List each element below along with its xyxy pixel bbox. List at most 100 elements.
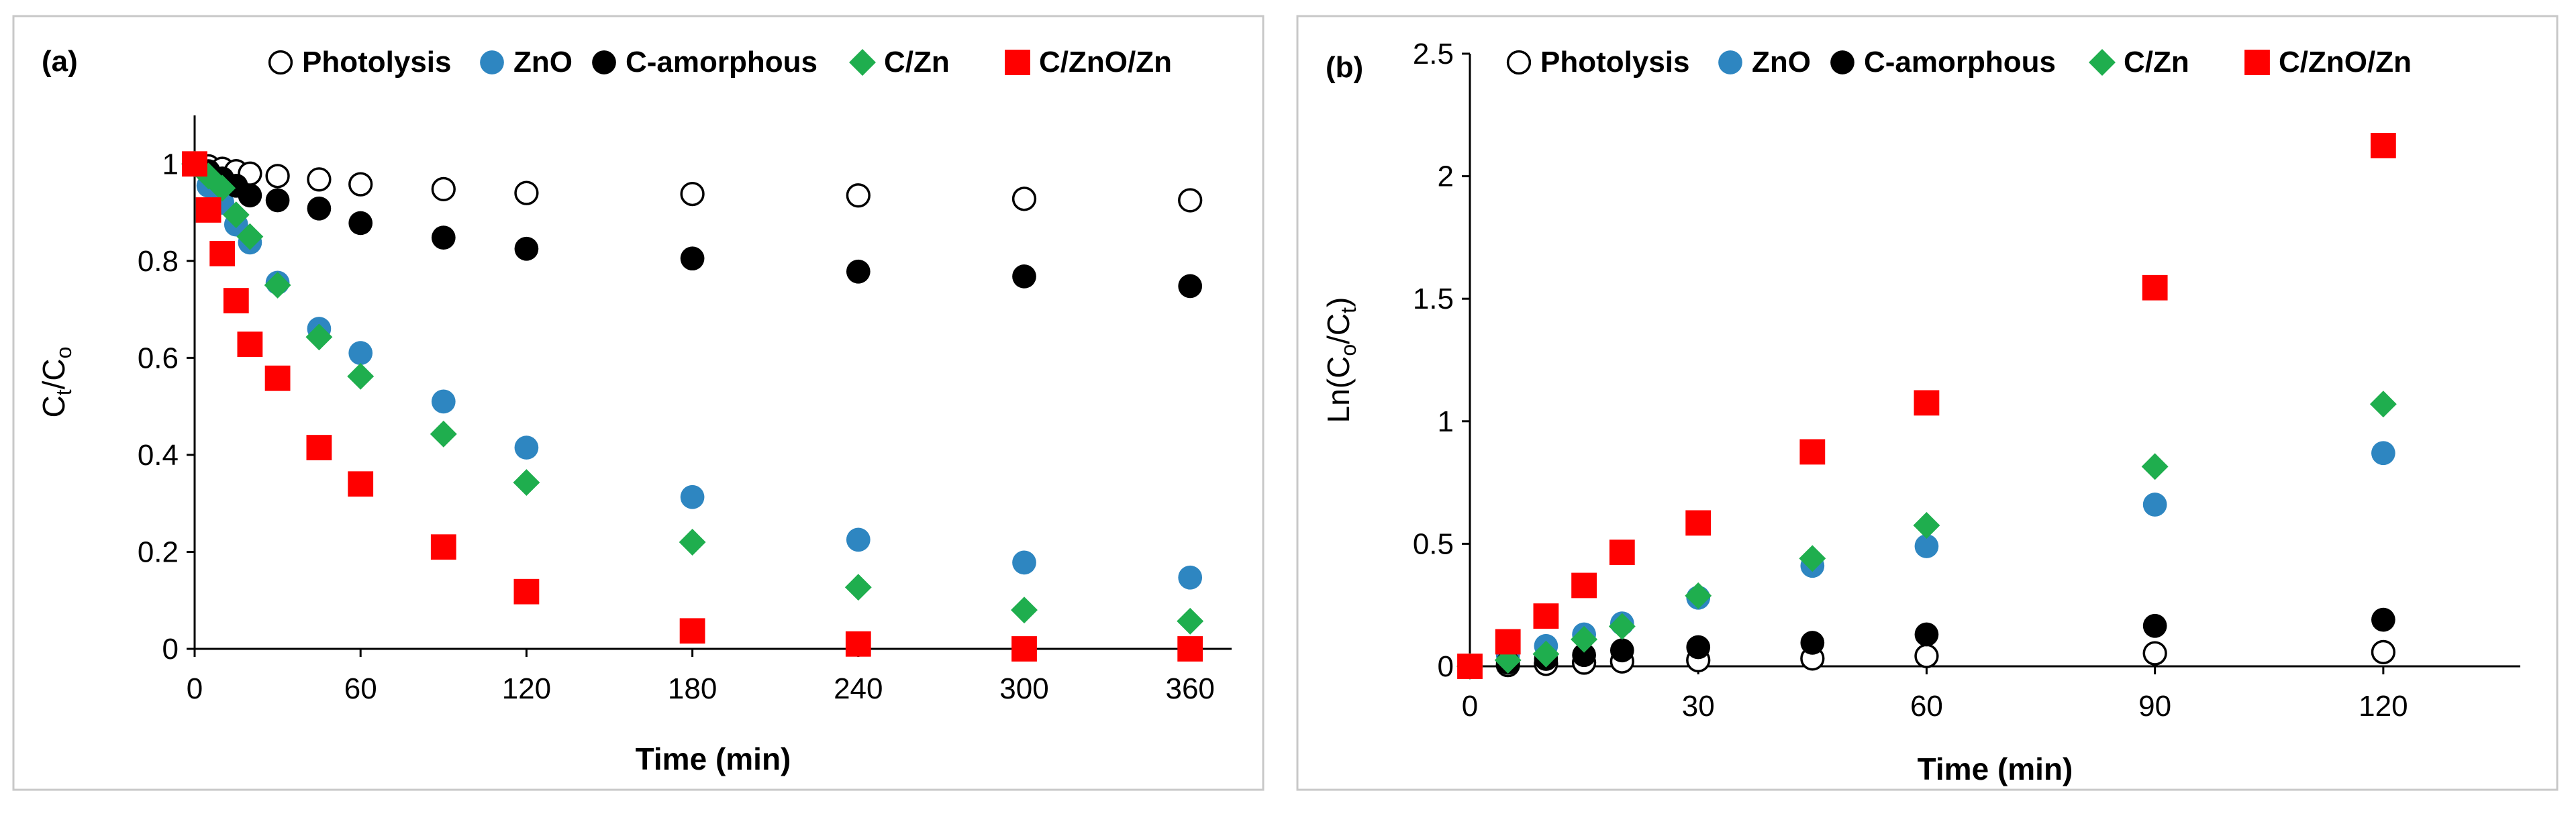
data-point	[264, 272, 291, 299]
data-point	[1011, 636, 1037, 662]
data-point	[431, 225, 456, 250]
y-axis-title-subscript: t	[52, 389, 76, 395]
data-point	[2142, 641, 2167, 666]
data-point	[348, 172, 373, 197]
data-point	[347, 362, 375, 390]
data-point	[1178, 565, 1203, 590]
y-axis-title-part: )	[1321, 297, 1356, 307]
legend-label: ZnO	[513, 46, 573, 79]
data-point	[845, 631, 871, 657]
data-point	[1011, 187, 1037, 211]
y-tick-label: 0.4	[138, 439, 179, 472]
data-point	[1532, 640, 1560, 668]
data-point	[195, 197, 221, 223]
data-point	[1177, 636, 1203, 662]
y-axis-title-part: /C	[1321, 313, 1356, 344]
y-axis-title-subscript: o	[1336, 344, 1360, 356]
data-point	[1799, 439, 1826, 465]
y-axis-title-subscript: t	[1336, 307, 1360, 313]
data-point	[514, 236, 539, 261]
x-tick-label: 240	[834, 672, 883, 705]
data-point	[306, 435, 332, 460]
data-point	[1457, 654, 1483, 679]
legend-marker	[1830, 50, 1854, 74]
chart-panel-a: (a) 0 0.2 0.4 0.6 0.8 1 0 60 120 180 240 300 360 Time …	[12, 15, 1265, 791]
y-tick-label: 0	[1438, 650, 1454, 683]
data-point	[514, 435, 539, 460]
data-point	[1685, 510, 1712, 536]
legend-marker	[480, 50, 504, 74]
data-point	[1178, 274, 1203, 299]
data-point	[236, 223, 264, 250]
data-point	[1609, 539, 1635, 566]
legend-label: C-amorphous	[626, 46, 818, 79]
legend-label: C-amorphous	[1864, 46, 2056, 79]
data-point	[2141, 453, 2169, 480]
x-axis-title: Time (min)	[636, 741, 791, 776]
data-point	[209, 174, 236, 202]
data-point	[430, 534, 456, 560]
data-point	[2371, 607, 2395, 632]
legend-label: ZnO	[1752, 46, 1811, 79]
series-c-zn	[181, 150, 1204, 635]
y-axis-title: Ct/Co	[36, 347, 76, 418]
y-tick-label: 2	[1438, 160, 1454, 193]
legend-marker	[268, 50, 293, 75]
legend-label: C/ZnO/Zn	[2279, 46, 2412, 79]
data-point	[680, 246, 705, 271]
y-tick-label: 1.5	[1413, 282, 1454, 315]
data-point	[2371, 639, 2395, 664]
data-point	[2142, 274, 2168, 301]
data-point	[348, 471, 374, 497]
legend-marker	[1005, 50, 1030, 75]
x-axis-title: Time (min)	[1918, 752, 2073, 786]
data-point	[1914, 390, 1940, 416]
data-point	[1799, 545, 1826, 572]
data-point	[1012, 264, 1036, 289]
data-point	[264, 365, 291, 391]
data-point	[348, 341, 373, 365]
data-point	[680, 181, 705, 207]
data-point	[223, 288, 249, 313]
data-point	[307, 196, 332, 221]
data-point	[1913, 512, 1940, 539]
data-point	[238, 183, 262, 208]
series-c-zno-zn	[182, 151, 1203, 662]
panel-label: (a)	[42, 45, 78, 78]
data-point	[1914, 622, 1939, 647]
y-axis-title-subscript: o	[52, 347, 76, 359]
data-point	[679, 618, 705, 644]
panel-label: (b)	[1326, 51, 1363, 84]
data-point	[1609, 638, 1634, 663]
data-point	[209, 241, 236, 266]
y-tick-label: 0.8	[138, 245, 179, 278]
data-point	[1608, 613, 1636, 640]
data-point	[2369, 391, 2397, 418]
y-axis-title-part: /C	[36, 358, 71, 389]
y-tick-label: 0	[162, 633, 179, 666]
x-tick-label: 120	[502, 672, 551, 705]
data-point	[307, 167, 332, 192]
legend-label: Photolysis	[1540, 46, 1690, 79]
x-tick-label: 120	[2359, 690, 2408, 723]
data-point	[222, 201, 250, 229]
x-tick-label: 30	[1682, 690, 1715, 723]
data-point	[305, 323, 333, 351]
data-point	[348, 211, 373, 236]
data-point	[679, 529, 706, 556]
data-point	[1685, 582, 1712, 609]
data-point	[1533, 603, 1559, 629]
y-tick-label: 0.6	[138, 342, 179, 374]
data-point	[844, 574, 872, 601]
data-point	[2142, 613, 2167, 638]
data-point	[1571, 572, 1597, 599]
y-tick-label: 2.5	[1413, 38, 1454, 70]
data-point	[431, 176, 456, 201]
data-point	[265, 164, 290, 189]
x-tick-label: 0	[187, 672, 203, 705]
legend-marker	[2244, 50, 2270, 75]
data-point	[1178, 188, 1203, 213]
legend-label: Photolysis	[302, 46, 452, 79]
y-tick-label: 1	[162, 148, 179, 180]
